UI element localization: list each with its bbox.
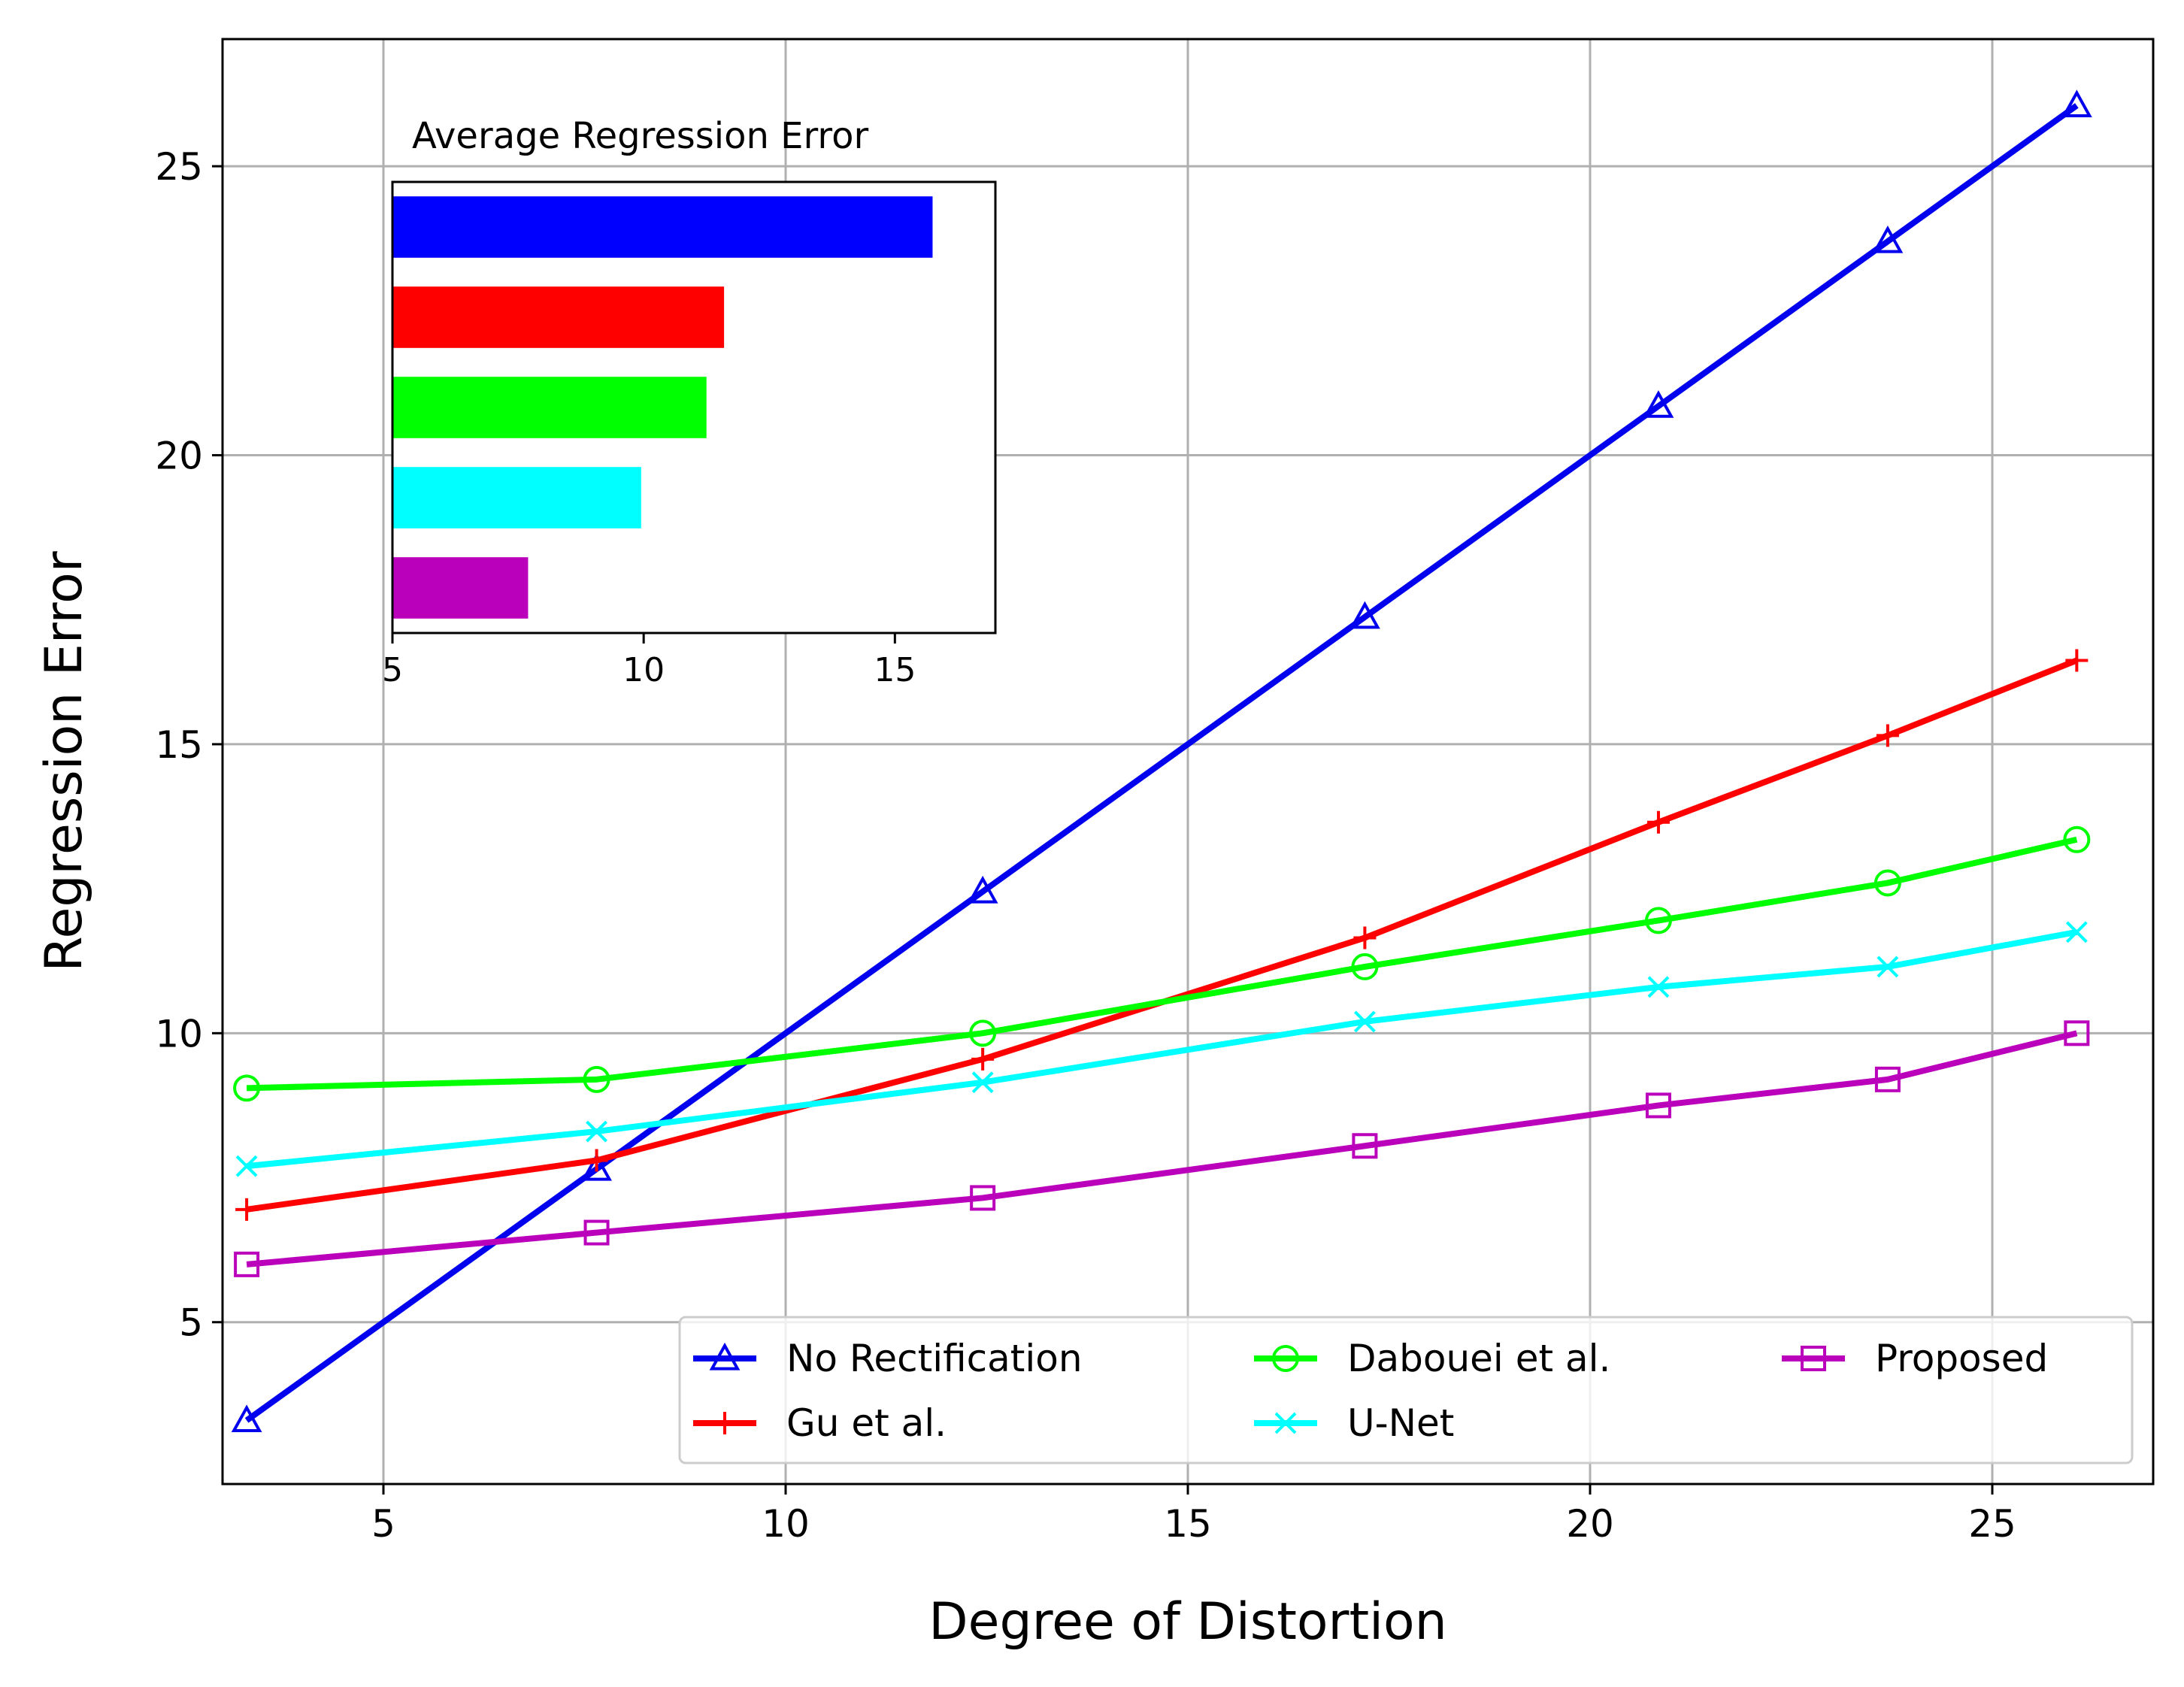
inset-chart: 5 10 15 Average Regression Error xyxy=(382,115,997,689)
series-4 xyxy=(234,1020,2090,1277)
inset-tick-label: 15 xyxy=(874,651,916,689)
data-point xyxy=(2063,825,2091,853)
series-3 xyxy=(235,921,2088,1177)
data-point xyxy=(1643,390,1674,418)
data-point xyxy=(1876,724,1899,747)
data-point xyxy=(1874,1066,1901,1092)
data-point xyxy=(971,1047,995,1071)
legend-box xyxy=(678,1316,2134,1464)
data-point xyxy=(2061,89,2092,118)
inset-bar xyxy=(392,557,529,619)
data-point xyxy=(970,1185,996,1211)
legend-items: No Rectification Gu et al. Dabouei et al. U… xyxy=(693,1337,2048,1445)
main-axis-ticks: 5 10 15 20 25 5 10 15 20 25 xyxy=(155,145,2016,1546)
data-point xyxy=(583,1065,610,1093)
data-point xyxy=(1647,976,1670,998)
data-point xyxy=(967,875,998,904)
data-point xyxy=(583,1219,610,1246)
data-point xyxy=(1646,810,1670,834)
y-tick-label: 25 xyxy=(155,145,203,189)
series-1 xyxy=(235,649,2089,1221)
legend-swatch-marker xyxy=(1801,1346,1826,1371)
series-line xyxy=(247,836,2078,1092)
data-point xyxy=(2065,921,2088,943)
data-point xyxy=(2065,649,2089,672)
legend-item: U-Net xyxy=(1254,1401,1454,1445)
y-tick-label: 20 xyxy=(155,435,203,478)
legend-item: No Rectification xyxy=(693,1337,1083,1380)
data-point xyxy=(1352,1133,1378,1159)
legend-label: Dabouei et al. xyxy=(1347,1337,1610,1380)
legend-label: U-Net xyxy=(1347,1401,1454,1445)
inset-axes-frame xyxy=(391,180,997,635)
inset-bar xyxy=(392,377,707,438)
x-tick-label: 25 xyxy=(1968,1502,2016,1546)
data-point xyxy=(586,1120,607,1143)
data-point xyxy=(231,1404,262,1433)
legend-item: Dabouei et al. xyxy=(1254,1337,1610,1380)
data-point xyxy=(1877,956,1899,978)
legend-swatch-marker xyxy=(709,1342,741,1370)
series-line xyxy=(246,657,2078,1213)
x-tick-label: 20 xyxy=(1566,1502,1614,1546)
data-point xyxy=(235,1155,258,1177)
data-point xyxy=(1645,1092,1671,1119)
main-series xyxy=(231,89,2092,1433)
data-point xyxy=(971,1071,994,1094)
data-point xyxy=(233,1074,261,1102)
inset-axis-ticks: 5 10 15 xyxy=(382,633,916,689)
legend-label: No Rectification xyxy=(786,1337,1083,1380)
inset-tick-label: 5 xyxy=(382,651,403,689)
data-point xyxy=(581,1152,612,1181)
legend-item: Proposed xyxy=(1782,1337,2048,1380)
series-2 xyxy=(233,825,2091,1102)
y-tick-label: 5 xyxy=(179,1301,203,1345)
x-tick-label: 15 xyxy=(1164,1502,1212,1546)
inset-bar xyxy=(392,196,933,258)
data-point xyxy=(1353,1010,1376,1033)
x-tick-label: 10 xyxy=(762,1502,810,1546)
x-tick-label: 5 xyxy=(371,1502,395,1546)
y-tick-label: 15 xyxy=(155,723,203,767)
y-tick-label: 10 xyxy=(155,1012,203,1056)
data-point xyxy=(235,1198,259,1221)
data-point xyxy=(1349,601,1380,629)
legend-label: Gu et al. xyxy=(786,1401,947,1445)
series-line xyxy=(246,928,2078,1170)
data-point xyxy=(1353,926,1377,950)
data-point xyxy=(585,1149,608,1172)
legend-swatch-marker xyxy=(1274,1412,1297,1434)
data-point xyxy=(234,1251,260,1277)
series-line xyxy=(246,1030,2078,1268)
inset-bar xyxy=(392,467,641,529)
data-point xyxy=(1874,869,1901,897)
data-point xyxy=(1644,907,1672,934)
x-axis-label: Degree of Distortion xyxy=(928,1592,1446,1652)
data-point xyxy=(1872,225,1904,253)
legend-label: Proposed xyxy=(1875,1337,2048,1380)
inset-bar xyxy=(392,286,725,348)
legend-swatch-marker xyxy=(1272,1345,1299,1372)
legend-swatch-marker xyxy=(713,1412,736,1434)
inset-tick-label: 10 xyxy=(622,651,665,689)
data-point xyxy=(1351,953,1379,980)
y-axis-label: Regression Error xyxy=(35,551,94,971)
data-point xyxy=(969,1019,997,1047)
inset-bars xyxy=(392,196,933,619)
legend-item: Gu et al. xyxy=(693,1401,947,1445)
legend: No Rectification Gu et al. Dabouei et al. U… xyxy=(678,1316,2134,1464)
data-point xyxy=(2064,1020,2090,1046)
inset-title: Average Regression Error xyxy=(412,115,868,157)
